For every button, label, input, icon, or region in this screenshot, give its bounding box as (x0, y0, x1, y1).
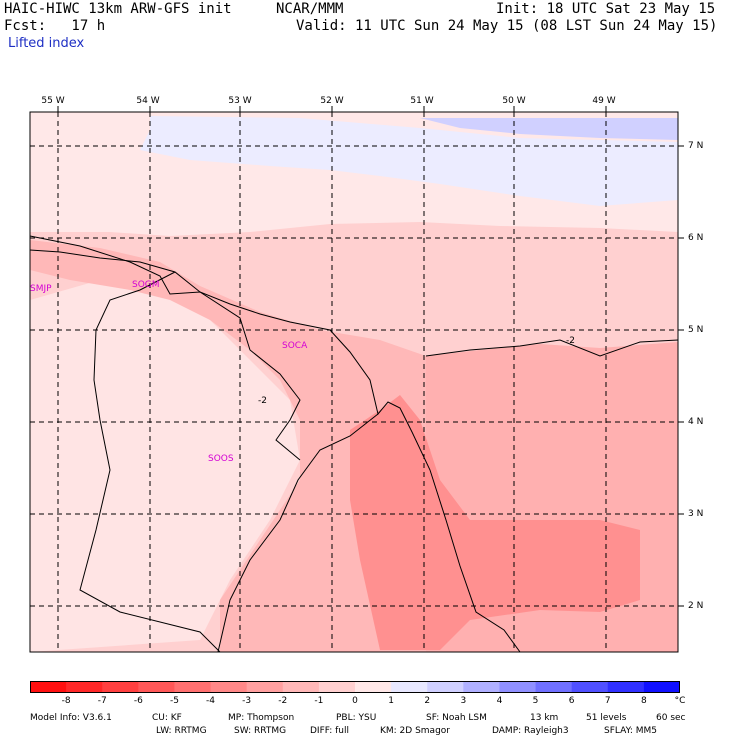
model-title: HAIC-HIWC 13km ARW-GFS init (4, 1, 232, 17)
colorbar-tick-label: -2 (278, 696, 288, 706)
colorbar-tick-label: 0 (352, 696, 358, 706)
valid-time: Valid: 11 UTC Sun 24 May 15 (08 LST Sun … (296, 18, 718, 34)
footer-damp: DAMP: Rayleigh3 (492, 726, 569, 736)
colorbar-tick-label: -8 (61, 696, 71, 706)
footer-diff: DIFF: full (310, 726, 350, 736)
colorbar-swatch (138, 681, 175, 693)
colorbar-swatch (30, 681, 67, 693)
footer-km: KM: 2D Smagor (380, 726, 450, 736)
field-name: Lifted index (8, 36, 85, 51)
colorbar-tick-label: -6 (133, 696, 143, 706)
field-min-core (350, 395, 640, 650)
coastline (29, 249, 521, 653)
map-frame (29, 111, 679, 653)
footer-sflay: SFLAY: MM5 (604, 726, 658, 736)
contour-label-east: -2 (566, 336, 575, 346)
colorbar-swatch (174, 681, 212, 693)
lon-label-49w: 49 W (592, 96, 616, 106)
footer-lw: LW: RRTMG (156, 726, 207, 736)
colorbar-tick-label: 6 (568, 696, 575, 706)
lat-label-5n: 5 N (688, 325, 704, 335)
colorbar-swatch (463, 681, 500, 693)
colorbar-swatch (210, 681, 248, 693)
field-coast-band (30, 240, 426, 652)
colorbar-swatch (643, 681, 680, 693)
colorbar-swatch (66, 681, 103, 693)
colorbar-tick-label: 8 (641, 696, 647, 706)
colorbar-swatch (102, 681, 139, 693)
lon-label-50w: 50 W (502, 96, 526, 106)
field-positive-top (420, 118, 678, 140)
footer-levels: 51 levels (586, 713, 627, 723)
footer-sf: SF: Noah LSM (426, 713, 487, 723)
colorbar-swatch (391, 681, 428, 693)
colorbar-swatch (571, 681, 609, 693)
colorbar-swatch (427, 681, 464, 693)
colorbar-swatch (246, 681, 284, 693)
org-label: NCAR/MMM (276, 1, 344, 17)
lon-label-52w: 52 W (320, 96, 344, 106)
colorbar-tick-label: -4 (206, 696, 216, 706)
lat-label-6n: 6 N (688, 233, 704, 243)
colorbar-tick-label: -5 (169, 696, 179, 706)
colorbar-tick-label: 4 (496, 696, 503, 706)
colorbar-unit: °C (674, 696, 686, 706)
colorbar-swatch (535, 681, 573, 693)
station-smjp: SMJP (30, 284, 52, 294)
colorbar-swatch (607, 681, 645, 693)
field-land-pale (30, 280, 300, 652)
lat-label-4n: 4 N (688, 417, 704, 427)
footer-resolution: 13 km (530, 713, 559, 723)
colorbar-tick-label: -1 (314, 696, 324, 706)
lon-label-55w: 55 W (41, 96, 65, 106)
lon-label-54w: 54 W (136, 96, 160, 106)
colorbar-tick-label: -3 (242, 696, 252, 706)
colorbar-frame (30, 681, 680, 693)
lat-label-3n: 3 N (688, 509, 704, 519)
lon-label-53w: 53 W (228, 96, 252, 106)
footer-mp: MP: Thompson (228, 713, 295, 723)
footer-model-info: Model Info: V3.6.1 (30, 713, 112, 723)
colorbar-swatch (318, 681, 356, 693)
footer-timestep: 60 sec (656, 713, 686, 723)
colorbar-tick-label: 3 (460, 696, 467, 706)
footer-pbl: PBL: YSU (336, 713, 377, 723)
footer-cu: CU: KF (152, 713, 182, 723)
lat-lon-grid (30, 112, 678, 652)
station-sogm: SOGM (132, 280, 160, 290)
forecast-hour: Fcst: 17 h (4, 18, 106, 34)
colorbar-tick-label: -7 (97, 696, 107, 706)
colorbar (30, 681, 680, 693)
lon-label-51w: 51 W (410, 96, 434, 106)
footer-sw: SW: RRTMG (234, 726, 287, 736)
colorbar-tick-label: 1 (388, 696, 394, 706)
colorbar-tick-label: 2 (424, 696, 431, 706)
contour-label-west: -2 (258, 396, 267, 406)
colorbar-tick-label: 5 (532, 696, 539, 706)
station-soos: SOOS (208, 454, 234, 464)
field-positive-north (140, 116, 678, 206)
colorbar-swatch (355, 681, 392, 693)
edge-ticks (57, 106, 684, 607)
colorbar-tick-label: 7 (604, 696, 611, 706)
station-soca: SOCA (282, 341, 308, 351)
init-time: Init: 18 UTC Sat 23 May 15 (496, 1, 716, 17)
lat-label-7n: 7 N (688, 141, 704, 151)
colorbar-swatch (282, 681, 320, 693)
contour-lines (29, 235, 679, 461)
colorbar-swatch (499, 681, 537, 693)
lat-label-2n: 2 N (688, 601, 704, 611)
